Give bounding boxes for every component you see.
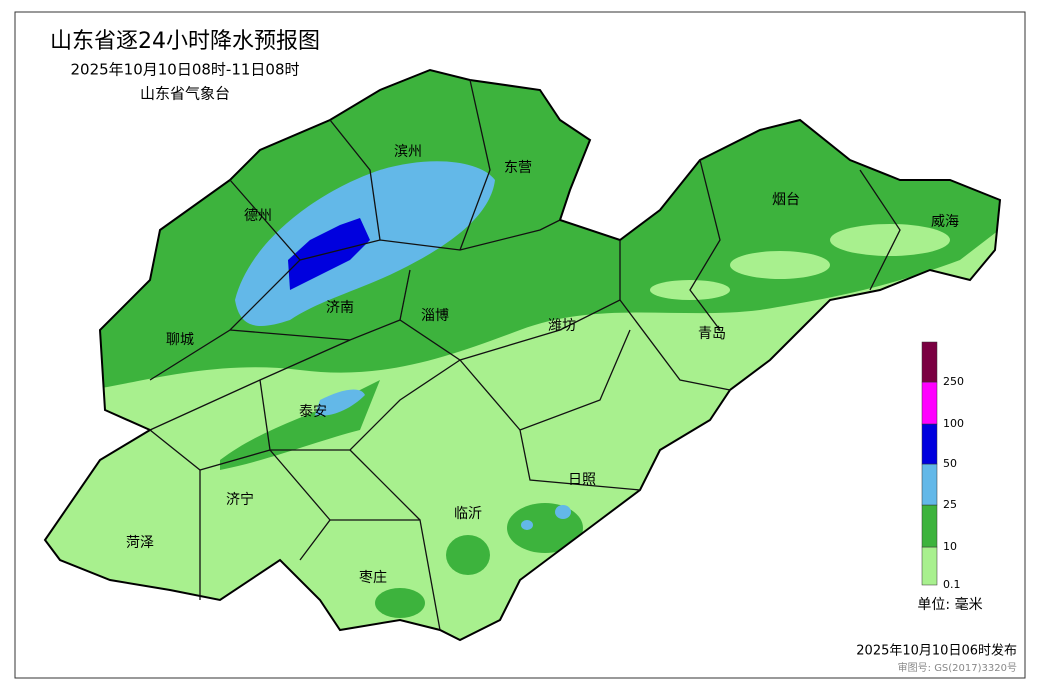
city-label: 淄博 <box>421 307 449 324</box>
legend-label: 100 <box>943 417 964 430</box>
legend-unit: 单位: 毫米 <box>917 596 982 613</box>
issuer: 山东省气象台 <box>140 85 230 103</box>
legend-label: 50 <box>943 457 957 470</box>
city-label: 潍坊 <box>548 318 576 334</box>
legend-swatch <box>921 463 938 506</box>
city-label: 东营 <box>504 160 532 176</box>
city-label: 菏泽 <box>126 535 154 551</box>
city-label: 滨州 <box>394 144 422 160</box>
legend-swatch <box>921 341 938 383</box>
city-label: 临沂 <box>454 506 482 522</box>
issue-time: 2025年10月10日06时发布 <box>856 643 1017 659</box>
legend-label: 0.1 <box>943 578 961 591</box>
city-label: 枣庄 <box>359 569 387 586</box>
city-label: 济宁 <box>226 491 254 508</box>
legend-swatch <box>921 381 938 425</box>
map-title: 山东省逐24小时降水预报图 <box>50 29 320 54</box>
city-label: 济南 <box>326 300 354 316</box>
legend-label: 10 <box>943 540 957 553</box>
city-labels: 滨州东营德州 烟台威海济南 淄博潍坊青岛 聊城泰安日照济宁临沂菏泽枣庄 <box>126 144 959 586</box>
forecast-period: 2025年10月10日08时-11日08时 <box>70 61 299 79</box>
legend-label: 25 <box>943 498 957 511</box>
legend-swatch <box>921 546 938 586</box>
city-label: 烟台 <box>772 192 800 208</box>
city-label: 青岛 <box>698 326 726 342</box>
legend-swatch <box>921 423 938 465</box>
legend-swatch <box>921 504 938 548</box>
city-label: 威海 <box>931 214 959 230</box>
legend-label: 250 <box>943 375 964 388</box>
city-boundaries <box>149 79 901 631</box>
city-label: 泰安 <box>299 404 327 420</box>
city-label: 德州 <box>244 208 272 224</box>
review-number: 审图号: GS(2017)3320号 <box>898 661 1017 674</box>
legend: 0.1 10 25 50 100 250 <box>921 341 964 591</box>
province-outline <box>43 68 1002 642</box>
city-label: 日照 <box>568 472 596 488</box>
city-label: 聊城 <box>166 332 194 348</box>
